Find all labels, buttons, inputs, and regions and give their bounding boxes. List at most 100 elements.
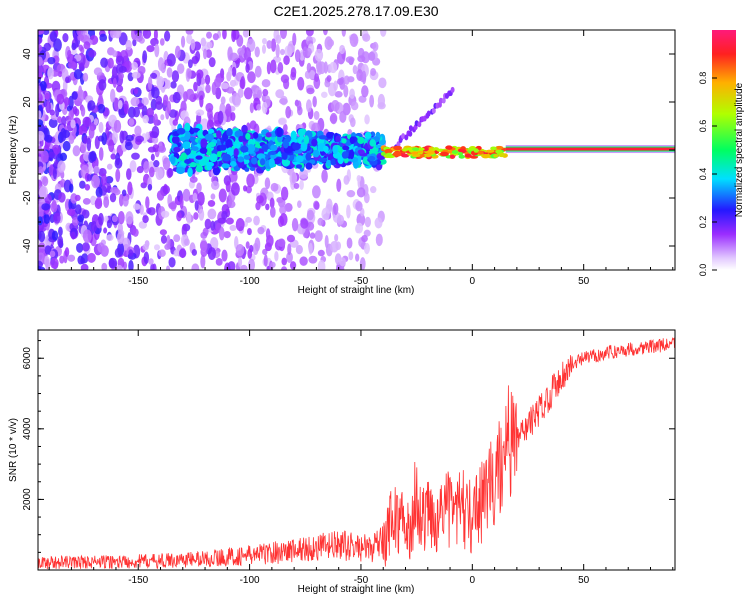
noise-cell	[142, 243, 149, 251]
noise-cell	[50, 201, 58, 213]
carrier-core-cell	[495, 149, 503, 154]
noise-cell	[42, 176, 49, 187]
carrier-cell	[199, 147, 208, 154]
x-tick-label: -50	[354, 276, 369, 287]
noise-cell	[257, 226, 265, 235]
carrier-cell	[341, 151, 349, 159]
noise-cell	[292, 32, 297, 46]
noise-cell	[38, 166, 44, 175]
carrier-cell	[171, 135, 180, 145]
noise-cell	[83, 135, 88, 144]
noise-cell	[229, 79, 237, 87]
noise-cell	[281, 266, 288, 270]
snr-y-axis: 2000 4000 6000	[22, 340, 675, 571]
noise-cell	[158, 249, 166, 258]
noise-cell	[256, 89, 263, 99]
snr-plot-area	[38, 330, 675, 570]
carrier-cell	[265, 132, 272, 138]
streak-cell	[431, 107, 436, 114]
noise-cell	[82, 229, 92, 244]
noise-cell	[125, 134, 134, 142]
noise-cell	[320, 91, 328, 98]
noise-cell	[118, 65, 127, 74]
noise-cell	[199, 95, 204, 108]
carrier-cell	[182, 141, 191, 150]
noise-cell	[361, 70, 367, 85]
colorbar-label: Normalized spectral amplitude	[734, 82, 745, 217]
colorbar-tick-label: 0.8	[698, 72, 708, 85]
carrier-cell	[341, 138, 347, 144]
carrier-cell	[312, 149, 320, 158]
noise-cell	[58, 192, 66, 203]
noise-cell	[116, 264, 123, 270]
snr-x-axis: -150 -100 -50 0 50	[48, 330, 674, 586]
noise-cell	[242, 30, 250, 38]
noise-cell	[299, 179, 304, 190]
noise-cell	[68, 110, 74, 122]
noise-cell	[74, 194, 81, 202]
noise-cell	[246, 227, 252, 236]
noise-cell	[58, 226, 63, 237]
spectrogram-panel: -150 -100 -50 0 50 -40 -20 0 20 40 Height of str…	[8, 29, 676, 296]
noise-cell	[211, 81, 217, 96]
carrier-cell	[200, 138, 208, 148]
noise-cell	[42, 30, 50, 36]
noise-cell	[168, 202, 177, 210]
carrier-cell	[173, 146, 181, 153]
x-tick-label: -100	[240, 575, 260, 586]
carrier-core-cell	[393, 145, 402, 151]
noise-cell	[370, 68, 377, 76]
carrier-core-cell	[460, 146, 466, 151]
noise-cell	[110, 88, 116, 103]
carrier-cell	[205, 147, 212, 156]
noise-cell	[198, 208, 205, 221]
noise-cell	[206, 31, 212, 39]
noise-cell	[312, 95, 317, 108]
noise-cell	[255, 201, 261, 211]
noise-cell	[38, 265, 42, 270]
noise-cell	[321, 169, 328, 183]
noise-cell	[87, 100, 96, 111]
noise-cell	[184, 238, 190, 246]
noise-cell	[349, 117, 356, 128]
noise-cell	[297, 76, 305, 91]
noise-cell	[377, 93, 386, 108]
carrier-cell	[256, 153, 266, 160]
noise-cell	[306, 209, 314, 221]
noise-cell	[40, 150, 49, 163]
noise-cell	[109, 30, 117, 39]
noise-cell	[287, 243, 292, 256]
noise-cell	[162, 157, 171, 171]
noise-cell	[80, 263, 89, 270]
noise-cell	[192, 192, 198, 202]
noise-cell	[275, 34, 282, 44]
noise-cell	[38, 44, 43, 53]
noise-cell	[220, 82, 230, 90]
noise-cell	[73, 69, 83, 80]
noise-cell	[207, 208, 217, 220]
noise-cell	[335, 241, 342, 251]
noise-cell	[173, 234, 181, 243]
noise-cell	[212, 33, 219, 41]
noise-cell	[210, 193, 216, 200]
noise-cell	[194, 200, 199, 211]
noise-cell	[286, 251, 293, 263]
noise-cell	[177, 63, 185, 74]
noise-cell	[47, 151, 56, 158]
noise-cell	[142, 215, 149, 224]
noise-cell	[59, 152, 67, 162]
noise-cell	[116, 231, 125, 245]
carrier-cell	[245, 132, 251, 140]
noise-cell	[72, 145, 81, 157]
noise-cell	[246, 173, 255, 188]
noise-cell	[314, 48, 324, 62]
noise-cell	[38, 36, 43, 45]
carrier-cell	[303, 135, 310, 145]
carrier-cell	[305, 162, 313, 170]
noise-cell	[44, 92, 50, 100]
carrier-cell	[357, 136, 365, 145]
noise-cell	[153, 30, 158, 41]
x-tick-label: 50	[578, 276, 590, 287]
noise-cell	[95, 196, 102, 207]
noise-cell	[363, 229, 371, 237]
